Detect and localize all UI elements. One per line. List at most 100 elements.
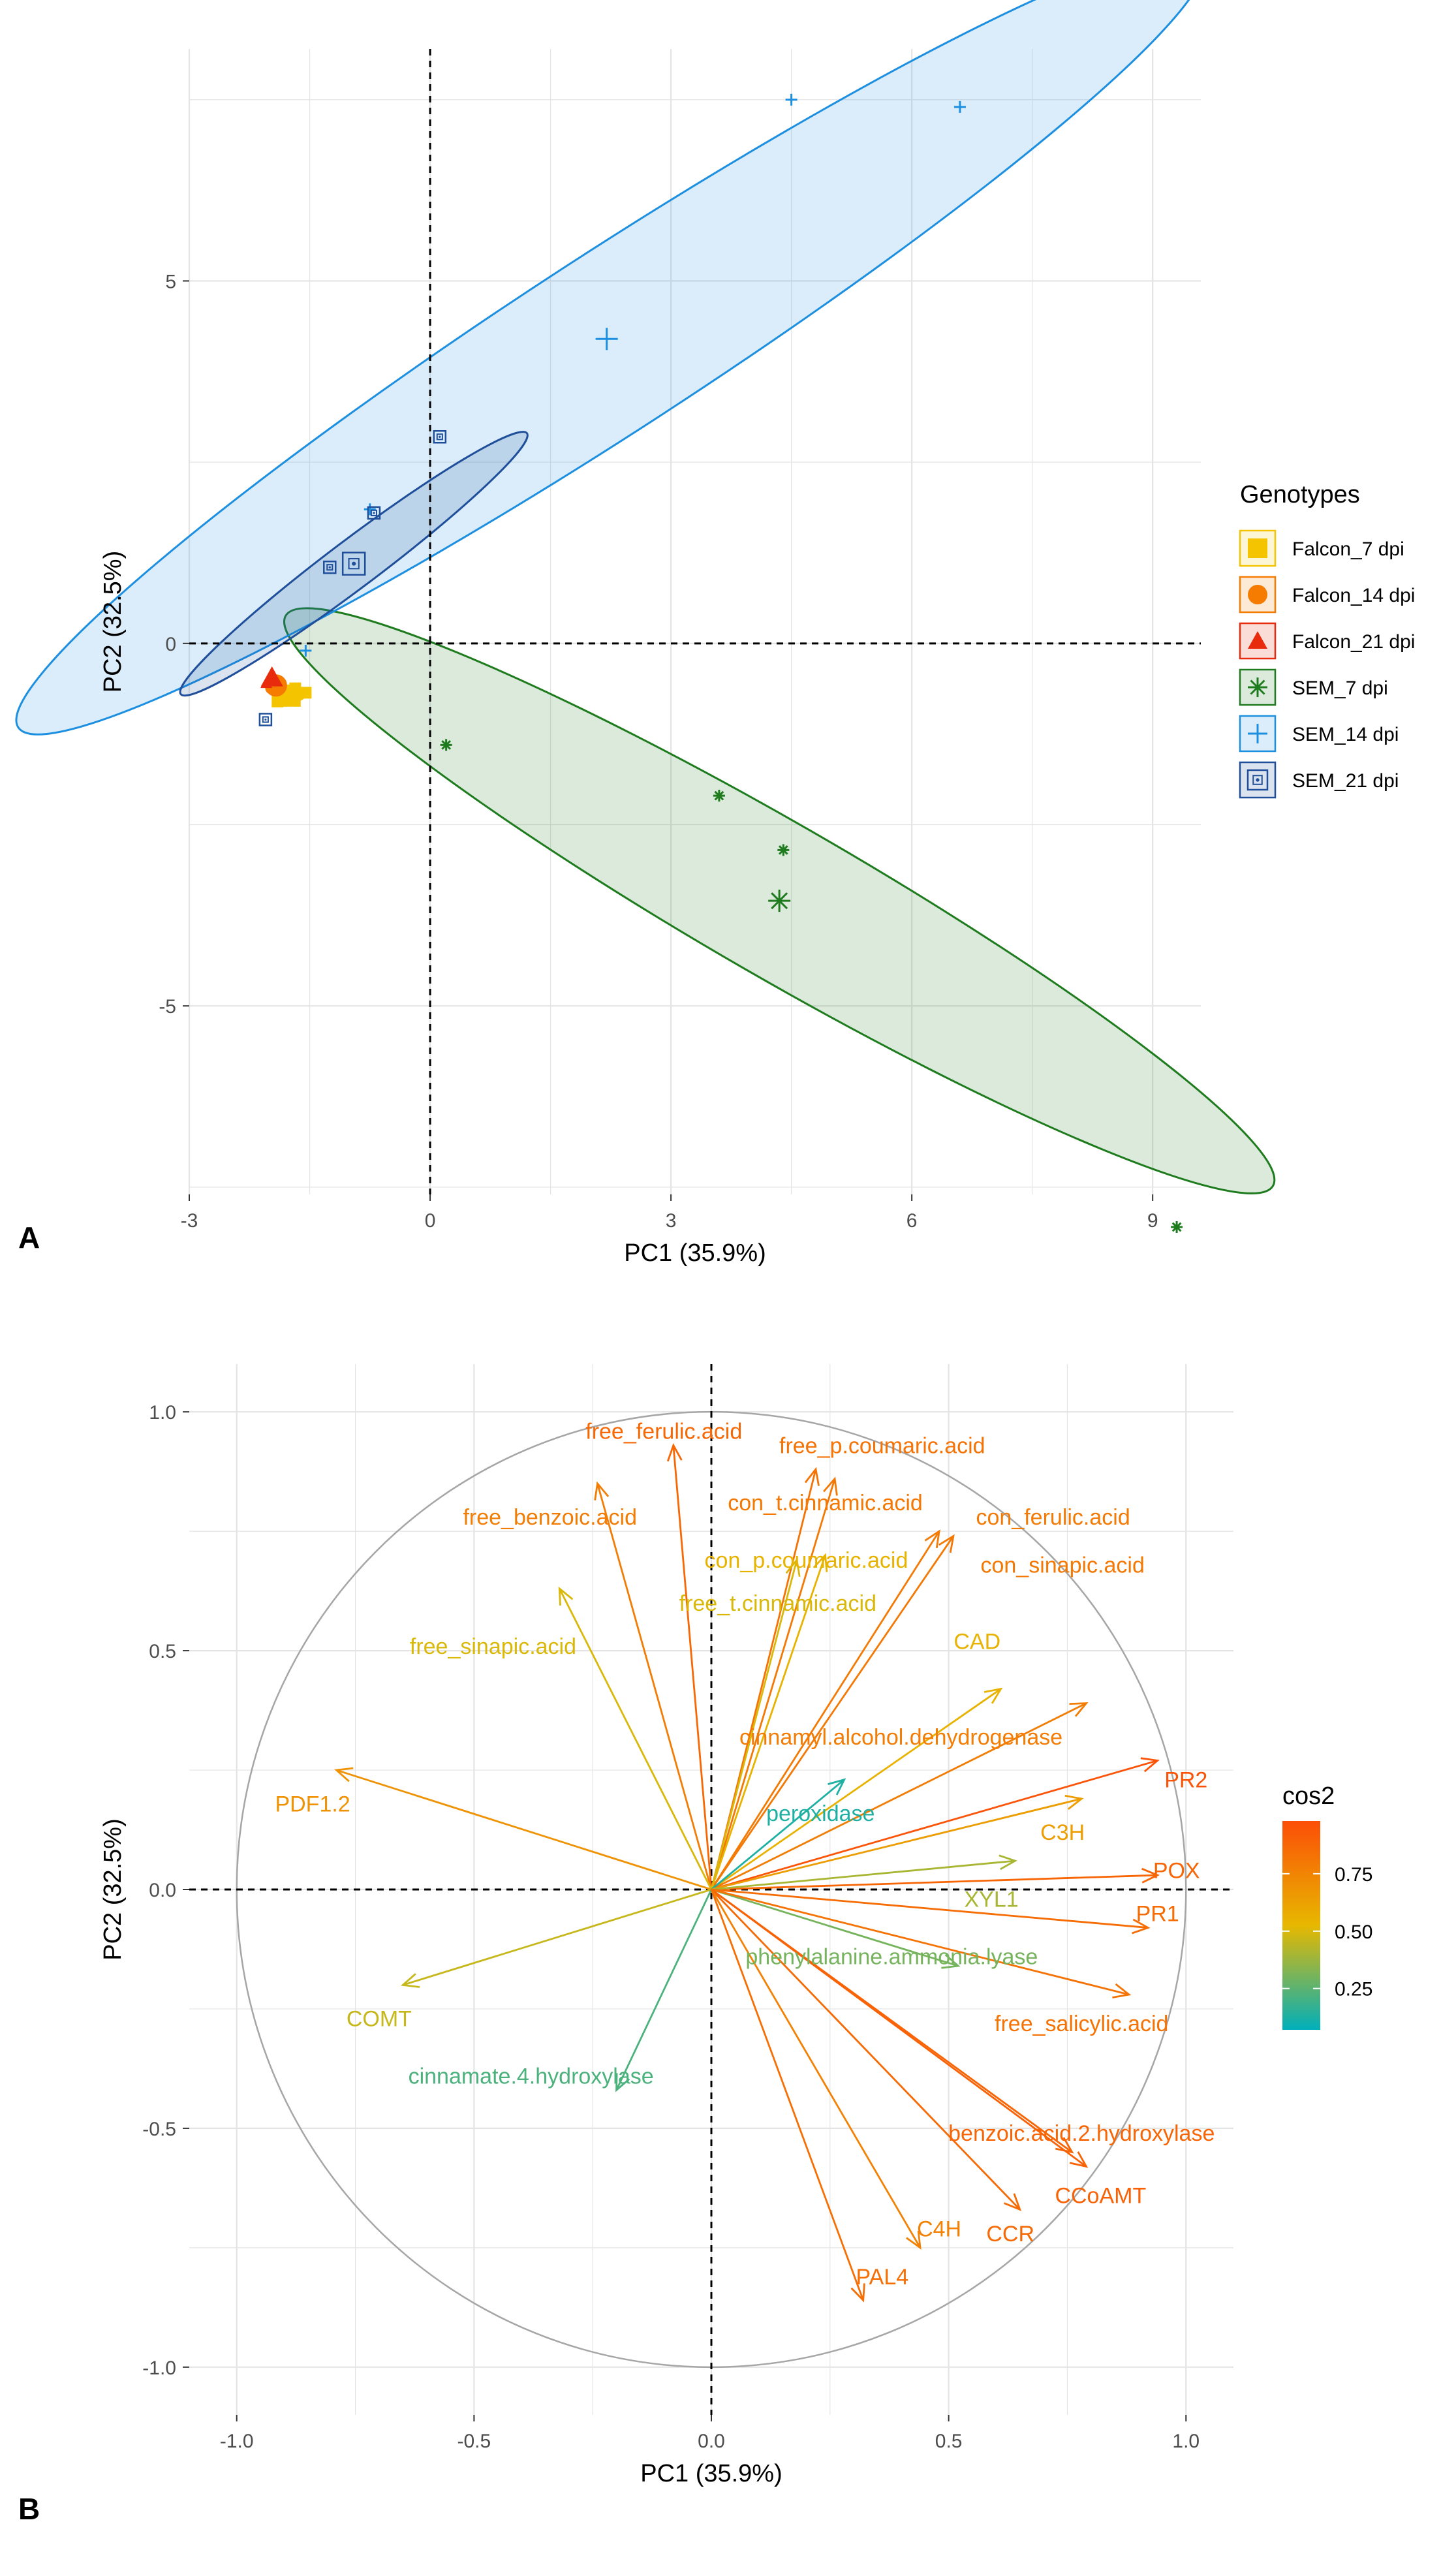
arrow-label-ccr: CCR — [986, 2222, 1034, 2247]
marker-shape — [326, 564, 333, 571]
arrow-head — [1069, 2151, 1089, 2168]
point-sem-14-dpi — [364, 503, 376, 516]
arrow-free-t-cinnamic-acid — [710, 1557, 801, 1890]
arrow-head — [400, 1973, 420, 1988]
arrow-label-benzoic-acid-2-hydroxylase: benzoic.acid.2.hydroxylase — [948, 2121, 1215, 2146]
arrow-label-ccoamt: CCoAMT — [1055, 2183, 1146, 2208]
legend-label-falcon-7-dpi: Falcon_7 dpi — [1292, 538, 1404, 560]
panel-b-arrows — [334, 1442, 1160, 2303]
arrow-head — [1055, 2137, 1074, 2154]
arrow-label-peroxidase: peroxidase — [766, 1801, 875, 1826]
colorbar — [1282, 1821, 1320, 2030]
arrow-ccoamt — [711, 1888, 1089, 2168]
arrow-head — [785, 1557, 801, 1577]
legend-marker-falcon-21-dpi — [1248, 631, 1267, 649]
arrow-con-sinapic-acid — [710, 1534, 955, 1890]
point-sem-21-dpi — [258, 713, 273, 726]
colorbar-tick-label: 0.75 — [1335, 1864, 1372, 1886]
arrow-head — [558, 1586, 574, 1606]
arrow-head — [594, 1481, 610, 1500]
y-tick-label: 0 — [165, 634, 176, 655]
arrow-shaft — [710, 1889, 922, 2248]
arrow-label-c3h: C3H — [1040, 1820, 1085, 1845]
legend-marker-falcon-14-dpi — [1248, 585, 1267, 604]
marker-shape — [264, 718, 267, 721]
marker-shape — [352, 561, 356, 566]
arrow-label-pal4: PAL4 — [856, 2265, 908, 2290]
legend-label-sem-14-dpi: SEM_14 dpi — [1292, 724, 1399, 745]
arrow-head — [615, 2073, 630, 2092]
arrow-head — [1141, 1867, 1160, 1884]
point-sem-21-dpi — [367, 506, 381, 520]
marker-shape — [258, 713, 273, 726]
point-sem-7-dpi — [777, 844, 790, 856]
arrow-shaft — [710, 1535, 955, 1890]
panel-b-y-axis-label: PC2 (32.5%) — [99, 1818, 127, 1961]
arrow-free-benzoic-acid — [594, 1481, 713, 1890]
arrow-shaft — [559, 1588, 713, 1890]
marker-stroke — [1171, 1222, 1182, 1232]
marker-shape — [348, 557, 360, 570]
arrow-phenylalanine-ammonia-lyase — [711, 1888, 961, 1969]
panel-b-legend: cos2 0.75 0.50 0.25 — [1282, 1782, 1372, 2030]
arrow-shaft — [596, 1483, 713, 1890]
marker-shape — [1248, 538, 1267, 558]
arrow-label-pr1: PR1 — [1136, 1902, 1179, 1927]
arrow-label-pdf1-2: PDF1.2 — [275, 1792, 350, 1816]
marker-stroke — [778, 845, 788, 855]
y-tick-label: -0.5 — [142, 2119, 176, 2140]
arrow-label-free-p-coumaric-acid: free_p.coumaric.acid — [779, 1433, 985, 1458]
ellipse-sem-14-dpi — [15, 0, 1207, 736]
legend-title: cos2 — [1282, 1782, 1335, 1810]
marker-shape — [367, 506, 381, 520]
legend-label-sem-7-dpi: SEM_7 dpi — [1292, 677, 1388, 699]
arrow-shaft — [711, 1779, 845, 1891]
point-sem-14-dpi — [953, 101, 966, 113]
y-tick-label: 0.0 — [149, 1880, 176, 1901]
point-sem-7-dpi — [1171, 1221, 1183, 1233]
arrow-label-con-t-cinnamic-acid: con_t.cinnamic.acid — [728, 1491, 923, 1516]
arrow-head — [938, 1534, 955, 1553]
arrow-cad — [711, 1687, 1003, 1891]
panel-a-y-axis-label: PC2 (32.5%) — [99, 551, 127, 693]
marker-shape — [341, 552, 366, 576]
marker-shape — [373, 512, 375, 514]
arrow-pr1 — [711, 1888, 1151, 1935]
arrow-con-p-coumaric-acid — [710, 1553, 828, 1890]
arrow-shaft — [672, 1445, 713, 1890]
arrow-head — [823, 1476, 838, 1496]
point-sem-21-dpi — [433, 430, 447, 444]
panel-a-reference-lines — [189, 49, 1201, 1194]
arrow-con-ferulic-acid — [710, 1529, 940, 1890]
marker-shape — [1247, 769, 1269, 791]
marker-shape — [439, 435, 441, 438]
panel-a-label: A — [18, 1221, 40, 1254]
arrow-label-cad: CAD — [953, 1629, 1000, 1654]
panel-a-legend: Genotypes Falcon_7 dpi Falcon_14 dpi Falcon… — [1239, 481, 1415, 799]
panel-a-axes: -3 0 3 6 9 -5 0 5 — [159, 271, 1158, 1232]
arrow-shaft — [711, 1702, 1087, 1891]
panel-b-arrow-labels: free_ferulic.acid free_p.coumaric.acidcon… — [275, 1419, 1215, 2289]
arrow-label-pr2: PR2 — [1164, 1768, 1207, 1793]
arrow-shaft — [711, 1888, 1087, 2168]
marker-stroke — [441, 739, 452, 750]
arrow-head — [813, 1553, 828, 1572]
panel-a-pca-individuals: -3 0 3 6 9 -5 0 5 PC1 (35.9%) PC2 (32.5%) A Gen… — [15, 0, 1416, 1267]
arrow-head — [984, 1687, 1003, 1704]
y-tick-label: 5 — [165, 271, 176, 292]
arrow-shaft — [711, 1859, 1015, 1891]
centroid-sem-21-dpi — [341, 552, 366, 576]
legend-label-sem-21-dpi: SEM_21 dpi — [1292, 770, 1399, 792]
arrow-label-con-p-coumaric-acid: con_p.coumaric.acid — [705, 1548, 908, 1573]
arrow-label-free-t-cinnamic-acid: free_t.cinnamic.acid — [679, 1591, 876, 1616]
arrow-shaft — [710, 1531, 940, 1890]
arrow-label-phenylalanine-ammonia-lyase: phenylalanine.ammonia.lyase — [745, 1944, 1038, 1969]
arrow-head — [906, 2230, 922, 2250]
colorbar-tick-label: 0.50 — [1335, 1921, 1372, 1943]
arrow-comt — [400, 1888, 712, 1988]
centroid-falcon-21-dpi — [260, 666, 283, 687]
arrow-shaft — [711, 1797, 1082, 1891]
arrow-head — [804, 1467, 820, 1486]
marker-shape — [323, 560, 337, 574]
